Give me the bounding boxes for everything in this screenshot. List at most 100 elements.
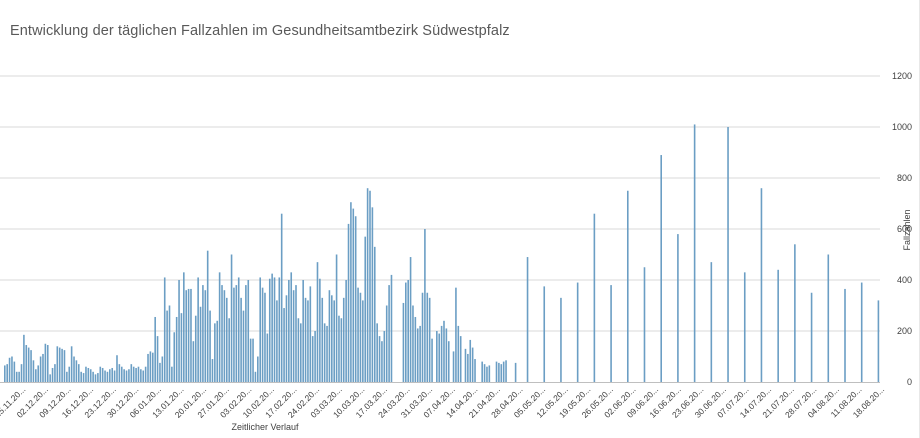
y-tick-label: 400: [897, 275, 912, 285]
bar: [154, 316, 156, 382]
bar: [383, 331, 386, 382]
bar: [161, 356, 164, 382]
bar: [211, 359, 214, 382]
bar: [407, 280, 409, 382]
bar: [428, 297, 431, 382]
bar: [120, 366, 123, 382]
bar: [85, 366, 87, 382]
bar: [80, 371, 82, 382]
bar: [660, 155, 662, 382]
bar: [474, 359, 476, 382]
bar: [20, 364, 23, 382]
bar: [483, 364, 486, 382]
bar: [137, 366, 140, 382]
bar: [438, 333, 441, 382]
bar: [455, 287, 457, 382]
bar: [693, 124, 696, 382]
bar: [369, 190, 371, 382]
bar: [149, 351, 152, 382]
bar: [290, 272, 293, 382]
bar: [354, 216, 357, 382]
bar: [75, 360, 78, 382]
bar: [266, 333, 269, 382]
bar: [314, 331, 316, 382]
bar: [235, 285, 238, 382]
bar: [371, 207, 374, 382]
bar: [92, 371, 94, 382]
bar: [218, 272, 221, 382]
bar: [42, 353, 44, 382]
bar: [388, 285, 390, 382]
bar: [311, 336, 314, 382]
bar: [297, 318, 300, 382]
bar: [51, 367, 54, 382]
bar: [335, 254, 338, 382]
bar: [366, 188, 369, 382]
bar: [373, 246, 376, 382]
bar: [280, 213, 283, 382]
bar: [61, 348, 63, 382]
bar: [421, 292, 424, 382]
bar: [331, 295, 333, 382]
bar: [481, 361, 483, 382]
y-tick-label: 200: [897, 326, 912, 336]
bar: [777, 269, 779, 382]
bar: [405, 282, 407, 382]
bar: [221, 285, 223, 382]
bar: [488, 365, 491, 382]
y-tick-label: 800: [897, 173, 912, 183]
bar: [385, 305, 388, 382]
bar: [6, 364, 8, 382]
bar: [223, 290, 226, 382]
bar: [276, 300, 278, 382]
bar: [166, 310, 168, 382]
bar: [230, 254, 233, 382]
bar: [128, 369, 130, 382]
bar: [443, 320, 445, 382]
bar: [106, 371, 109, 382]
bar: [610, 285, 612, 382]
bar: [677, 234, 679, 382]
bar: [44, 343, 47, 382]
bar: [4, 365, 6, 382]
bar: [194, 315, 197, 382]
bar: [333, 300, 335, 382]
bar: [249, 338, 252, 382]
bar: [206, 250, 209, 382]
bar: [18, 371, 20, 382]
bar: [175, 316, 178, 382]
bar: [252, 338, 254, 382]
chart-title: Entwicklung der täglichen Fallzahlen im …: [10, 23, 510, 39]
bar: [27, 347, 30, 382]
bar: [216, 320, 219, 382]
bar: [54, 364, 56, 382]
bar: [192, 341, 195, 382]
bar: [304, 297, 307, 382]
bar: [328, 290, 331, 382]
bar: [342, 297, 345, 382]
bar: [323, 323, 326, 382]
bar: [352, 208, 355, 382]
bar: [362, 300, 364, 382]
bar: [101, 367, 104, 382]
bar: [288, 280, 290, 382]
bar: [35, 369, 37, 382]
bar: [514, 362, 517, 383]
y-axis-title: Fallzahlen: [902, 209, 912, 250]
bar: [794, 244, 796, 382]
bar: [240, 297, 242, 382]
bar: [877, 300, 880, 382]
bar: [409, 257, 412, 382]
bar: [264, 292, 266, 382]
bar: [576, 282, 579, 382]
bar: [8, 357, 11, 382]
bar: [464, 348, 467, 382]
bar: [376, 323, 378, 382]
bar: [292, 290, 295, 382]
bar: [109, 369, 111, 382]
bar: [457, 325, 460, 382]
bar: [173, 332, 176, 382]
bar: [426, 292, 429, 382]
bar: [502, 361, 505, 382]
x-axis-title: Zeitlicher Verlauf: [231, 422, 299, 432]
